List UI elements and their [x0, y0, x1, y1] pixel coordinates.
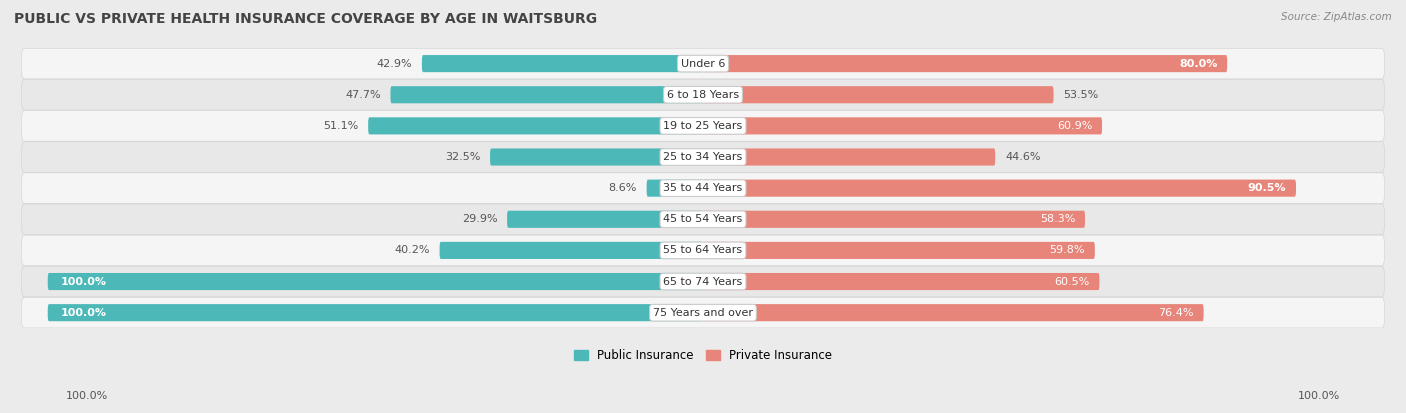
- FancyBboxPatch shape: [508, 211, 703, 228]
- Text: Under 6: Under 6: [681, 59, 725, 69]
- Text: 45 to 54 Years: 45 to 54 Years: [664, 214, 742, 224]
- FancyBboxPatch shape: [703, 180, 1296, 197]
- Text: 59.8%: 59.8%: [1049, 245, 1085, 255]
- FancyBboxPatch shape: [703, 86, 1053, 103]
- Text: 25 to 34 Years: 25 to 34 Years: [664, 152, 742, 162]
- Text: 44.6%: 44.6%: [1005, 152, 1040, 162]
- FancyBboxPatch shape: [21, 79, 1385, 110]
- FancyBboxPatch shape: [391, 86, 703, 103]
- FancyBboxPatch shape: [48, 273, 703, 290]
- Text: 100.0%: 100.0%: [60, 308, 107, 318]
- FancyBboxPatch shape: [647, 180, 703, 197]
- Text: Source: ZipAtlas.com: Source: ZipAtlas.com: [1281, 12, 1392, 22]
- FancyBboxPatch shape: [21, 297, 1385, 328]
- Text: 90.5%: 90.5%: [1247, 183, 1286, 193]
- Text: 100.0%: 100.0%: [1298, 391, 1340, 401]
- Text: 75 Years and over: 75 Years and over: [652, 308, 754, 318]
- Text: 35 to 44 Years: 35 to 44 Years: [664, 183, 742, 193]
- FancyBboxPatch shape: [703, 304, 1204, 321]
- FancyBboxPatch shape: [703, 273, 1099, 290]
- Text: 65 to 74 Years: 65 to 74 Years: [664, 277, 742, 287]
- Text: 55 to 64 Years: 55 to 64 Years: [664, 245, 742, 255]
- FancyBboxPatch shape: [703, 211, 1085, 228]
- Text: 60.9%: 60.9%: [1057, 121, 1092, 131]
- Text: 8.6%: 8.6%: [609, 183, 637, 193]
- Text: 6 to 18 Years: 6 to 18 Years: [666, 90, 740, 100]
- Text: 51.1%: 51.1%: [323, 121, 359, 131]
- FancyBboxPatch shape: [703, 148, 995, 166]
- FancyBboxPatch shape: [21, 173, 1385, 203]
- FancyBboxPatch shape: [368, 117, 703, 135]
- FancyBboxPatch shape: [21, 48, 1385, 79]
- Text: 60.5%: 60.5%: [1054, 277, 1090, 287]
- FancyBboxPatch shape: [21, 142, 1385, 172]
- FancyBboxPatch shape: [21, 204, 1385, 235]
- Text: 58.3%: 58.3%: [1040, 214, 1076, 224]
- Text: 40.2%: 40.2%: [394, 245, 430, 255]
- FancyBboxPatch shape: [422, 55, 703, 72]
- Text: 47.7%: 47.7%: [344, 90, 381, 100]
- Text: 100.0%: 100.0%: [60, 277, 107, 287]
- Text: 32.5%: 32.5%: [444, 152, 481, 162]
- Text: 29.9%: 29.9%: [461, 214, 498, 224]
- Text: 80.0%: 80.0%: [1180, 59, 1218, 69]
- FancyBboxPatch shape: [703, 117, 1102, 135]
- FancyBboxPatch shape: [703, 55, 1227, 72]
- FancyBboxPatch shape: [703, 242, 1095, 259]
- FancyBboxPatch shape: [440, 242, 703, 259]
- FancyBboxPatch shape: [21, 235, 1385, 266]
- FancyBboxPatch shape: [21, 266, 1385, 297]
- Legend: Public Insurance, Private Insurance: Public Insurance, Private Insurance: [569, 345, 837, 367]
- Text: 19 to 25 Years: 19 to 25 Years: [664, 121, 742, 131]
- FancyBboxPatch shape: [21, 111, 1385, 141]
- Text: 53.5%: 53.5%: [1063, 90, 1098, 100]
- FancyBboxPatch shape: [48, 304, 703, 321]
- Text: 42.9%: 42.9%: [377, 59, 412, 69]
- Text: 76.4%: 76.4%: [1159, 308, 1194, 318]
- Text: PUBLIC VS PRIVATE HEALTH INSURANCE COVERAGE BY AGE IN WAITSBURG: PUBLIC VS PRIVATE HEALTH INSURANCE COVER…: [14, 12, 598, 26]
- Text: 100.0%: 100.0%: [66, 391, 108, 401]
- FancyBboxPatch shape: [491, 148, 703, 166]
